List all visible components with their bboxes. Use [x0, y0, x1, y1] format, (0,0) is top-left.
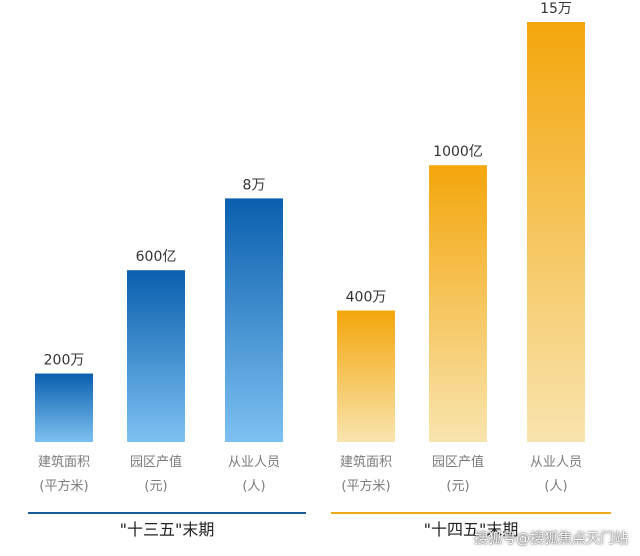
bar [337, 310, 395, 442]
bar-value-label: 600亿 [136, 249, 177, 265]
bar [35, 373, 93, 442]
group-label: "十四五"末期 [424, 520, 519, 539]
category-label: 园区产值 [432, 454, 484, 470]
category-label: (元) [446, 479, 469, 494]
bar-value-label: 8万 [243, 177, 266, 193]
category-label: 从业人员 [530, 455, 582, 470]
bar [127, 270, 185, 442]
bar [225, 198, 283, 442]
bar [527, 22, 585, 442]
category-label: 从业人员 [228, 455, 280, 470]
watermark-text: 搜狐号@搜狐焦点天门站 [474, 531, 628, 547]
category-label: (人) [242, 479, 265, 494]
group-label: "十三五"末期 [120, 520, 215, 539]
bar-value-label: 200万 [44, 353, 85, 369]
bar-value-label: 400万 [346, 290, 387, 306]
category-label: (平方米) [39, 478, 88, 494]
category-label: (元) [144, 479, 167, 494]
bar-value-label: 15万 [540, 1, 572, 17]
category-label: 建筑面积 [38, 454, 90, 470]
category-label: (人) [544, 479, 567, 494]
bar [429, 165, 487, 442]
category-label: 园区产值 [130, 454, 182, 470]
category-label: 建筑面积 [340, 454, 392, 470]
category-label: (平方米) [341, 478, 390, 494]
bar-value-label: 1000亿 [433, 144, 483, 160]
